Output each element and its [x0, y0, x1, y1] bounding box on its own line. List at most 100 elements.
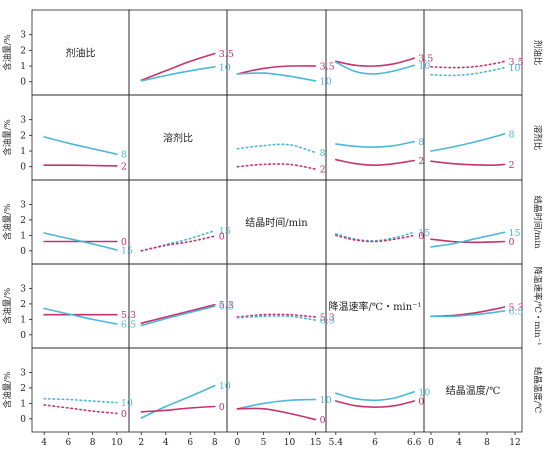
- series-end-label: 10: [320, 395, 332, 406]
- interaction-line-r3-c2-pink: [236, 313, 317, 318]
- interaction-line-r3-c4-cyan: [430, 310, 506, 318]
- diagonal-factor-label: 结晶温度/℃: [446, 384, 501, 397]
- panel-frame-r1-c2: [226, 94, 327, 181]
- series-end-label: 0: [121, 237, 127, 248]
- x-tick-label: 10: [111, 438, 123, 448]
- y-tick-label: 3: [20, 31, 26, 41]
- interaction-line-r2-c1-cyan: [140, 229, 216, 252]
- interaction-line-r1-c2-pink: [236, 163, 317, 170]
- series-end-label: 5.3: [320, 313, 335, 324]
- series-end-label: 2: [509, 160, 515, 171]
- interaction-line-r4-c3-cyan: [335, 391, 415, 402]
- x-tick-label: 5: [261, 438, 267, 448]
- interaction-line-r0-c2-pink: [236, 65, 317, 75]
- series-end-label: 2: [418, 156, 424, 167]
- panel-frame-r3-c0: [31, 263, 130, 349]
- interaction-line-r2-c4-cyan: [430, 231, 506, 248]
- series-end-label: 3.5: [418, 54, 433, 65]
- y-tick-label: 2: [20, 46, 26, 56]
- y-tick-label: 2: [20, 384, 26, 394]
- interaction-line-r0-c3-pink: [335, 57, 415, 67]
- x-tick-label: 12: [509, 438, 520, 448]
- interaction-line-r2-c3-cyan: [335, 231, 415, 242]
- panel-frame-r2-c0: [31, 179, 130, 265]
- interaction-line-r1-c4-cyan: [430, 133, 506, 152]
- interaction-line-r2-c1-pink: [140, 235, 216, 252]
- x-tick-label: 4: [456, 438, 462, 448]
- x-tick-label: 2: [138, 438, 144, 448]
- interaction-line-r3-c1-cyan: [140, 305, 216, 327]
- y-tick-label: 0: [20, 331, 26, 341]
- series-end-label: 2: [121, 161, 127, 172]
- panel-frame-r0-c1: [128, 9, 228, 96]
- panel-frame-r1-c4: [423, 94, 523, 181]
- interaction-line-r0-c1-pink: [140, 52, 216, 81]
- series-end-label: 10: [219, 62, 231, 73]
- x-tick-label: 6: [66, 438, 72, 448]
- panel-frame-r0-c2: [226, 9, 327, 96]
- series-end-label: 15: [219, 226, 231, 237]
- series-end-label: 6.5: [121, 320, 136, 331]
- x-tick-label: 6.6: [407, 438, 422, 448]
- panel-frame-r0-c3: [325, 9, 425, 96]
- panel-frame-r4-c1: [128, 347, 228, 433]
- x-tick-label: 8: [90, 438, 96, 448]
- interaction-line-r0-c1-cyan: [140, 66, 216, 82]
- y-tick-label: 0: [20, 247, 26, 257]
- series-end-label: 10: [418, 61, 430, 72]
- right-factor-label: 结晶时间/min: [532, 195, 543, 249]
- series-end-label: 3.5: [320, 62, 335, 73]
- x-tick-label: 8: [484, 438, 490, 448]
- series-end-label: 6.5: [320, 316, 335, 327]
- y-tick-label: 3: [20, 116, 26, 126]
- y-tick-label: 0: [20, 415, 26, 425]
- interaction-line-r4-c2-pink: [236, 407, 317, 421]
- series-end-label: 0: [418, 231, 424, 242]
- series-end-label: 10: [121, 398, 133, 409]
- x-tick-label: 4: [41, 438, 47, 448]
- series-end-label: 3.5: [509, 57, 524, 68]
- interaction-line-r2-c4-pink: [430, 238, 506, 244]
- interaction-line-r1-c2-cyan: [236, 143, 317, 154]
- series-end-label: 0: [320, 415, 326, 426]
- x-tick-label: 6: [187, 438, 193, 448]
- row-ylabel: 含油量/%: [2, 372, 13, 408]
- interaction-line-r0-c4-cyan: [430, 66, 506, 77]
- y-tick-label: 0: [20, 163, 26, 173]
- series-end-label: 15: [121, 246, 133, 257]
- series-end-label: 0: [121, 409, 127, 420]
- series-end-label: 6.5: [509, 306, 524, 317]
- panel-frame-r4-c4: [423, 347, 523, 433]
- y-tick-label: 2: [20, 300, 26, 310]
- interaction-line-r0-c2-cyan: [236, 72, 317, 82]
- interaction-line-r1-c0-pink: [43, 164, 118, 167]
- series-end-label: 10: [418, 387, 430, 398]
- series-end-label: 0: [219, 232, 225, 243]
- diagonal-factor-label: 剂油比: [66, 47, 96, 60]
- panel-frame-r4-c3: [325, 347, 425, 433]
- interaction-line-r4-c0-cyan: [43, 397, 118, 404]
- right-factor-label: 剂油比: [532, 40, 543, 66]
- diagonal-factor-label: 降温速率/℃・min⁻¹: [329, 300, 422, 313]
- series-end-label: 0: [219, 402, 225, 413]
- y-tick-label: 3: [20, 200, 26, 210]
- panel-frame-r4-c2: [226, 347, 327, 433]
- interaction-line-r3-c2-cyan: [236, 315, 317, 321]
- interaction-line-r4-c1-pink: [140, 405, 216, 413]
- series-end-label: 3.5: [219, 49, 234, 60]
- y-tick-label: 1: [20, 62, 26, 72]
- interaction-line-r1-c0-cyan: [43, 136, 118, 155]
- series-end-label: 8: [418, 137, 424, 148]
- x-tick-label: 4: [163, 438, 169, 448]
- interaction-line-r0-c4-pink: [430, 60, 506, 69]
- interaction-line-r2-c0-cyan: [43, 232, 118, 251]
- diagonal-factor-label: 溶剂比: [163, 132, 193, 145]
- right-factor-label: 降温速率/℃・min⁻¹: [532, 266, 543, 345]
- series-end-label: 5.3: [219, 300, 234, 311]
- interaction-line-r1-c3-pink: [335, 158, 415, 167]
- series-end-label: 5.3: [121, 310, 136, 321]
- y-tick-label: 1: [20, 315, 26, 325]
- panel-frame-r2-c4: [423, 179, 523, 265]
- interaction-line-r4-c1-cyan: [140, 384, 216, 419]
- series-end-label: 8: [121, 150, 127, 161]
